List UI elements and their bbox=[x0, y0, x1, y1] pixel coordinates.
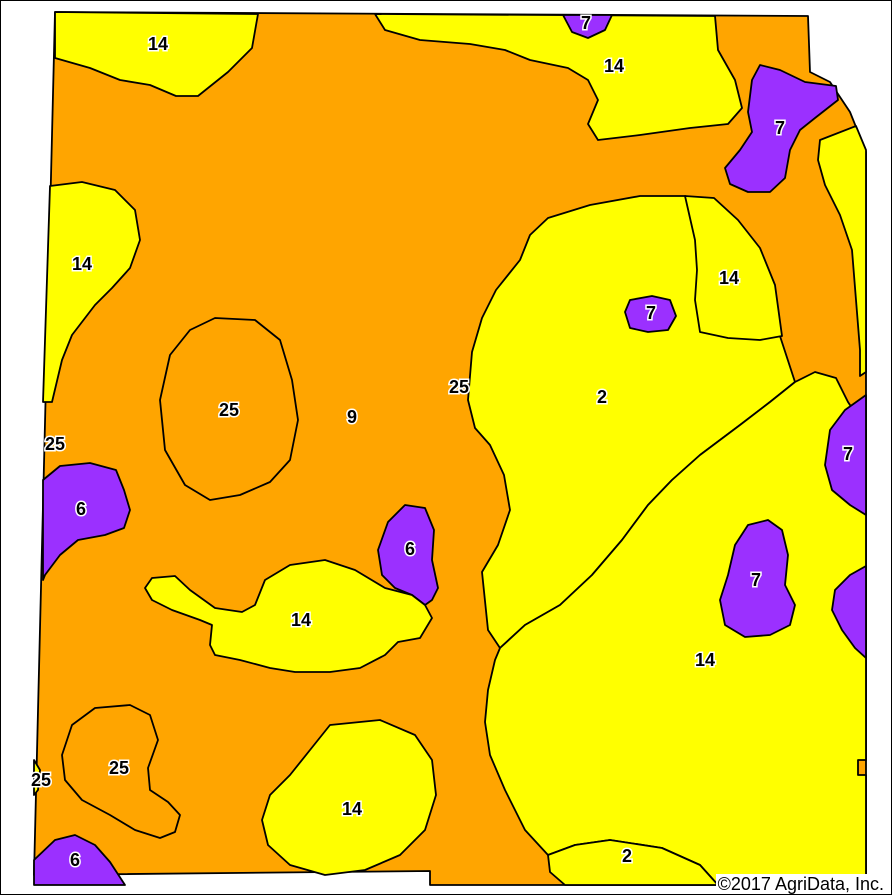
map-label-25-strip: 25 bbox=[449, 377, 469, 397]
soil-unit-14-top-right bbox=[374, 13, 743, 141]
soil-unit-7-right-edge bbox=[824, 394, 867, 516]
soil-unit-14-center-lower bbox=[144, 559, 433, 673]
soil-unit-7-upper-right bbox=[724, 64, 839, 193]
soil-unit-14-right-edge bbox=[817, 125, 867, 377]
soil-unit-7-lower-right bbox=[719, 519, 796, 638]
soil-unit-14-top-left bbox=[54, 11, 259, 97]
map-label-6-center: 6 bbox=[405, 539, 415, 559]
map-label-14-left: 14 bbox=[72, 254, 92, 274]
map-label-25-lower-left: 25 bbox=[109, 758, 129, 778]
map-label-9: 9 bbox=[347, 407, 357, 427]
map-label-7-upper-right: 7 bbox=[775, 118, 785, 138]
map-label-7-right-edge: 7 bbox=[843, 444, 853, 464]
map-label-14-center-lower: 14 bbox=[291, 610, 311, 630]
soil-unit-14-interior bbox=[684, 195, 783, 341]
soil-unit-2-bottom bbox=[547, 839, 719, 886]
map-label-14-top-left: 14 bbox=[148, 34, 168, 54]
soil-unit-edge-sliver bbox=[33, 759, 41, 796]
soil-unit-7-right-edge-lower bbox=[831, 565, 867, 659]
map-label-14-top-right: 14 bbox=[604, 56, 624, 76]
map-label-25-edge: 25 bbox=[31, 770, 51, 790]
soil-unit-14-bottom bbox=[261, 719, 437, 876]
map-label-14-interior: 14 bbox=[719, 268, 739, 288]
soil-unit-25-center bbox=[159, 317, 299, 501]
soil-unit-6-bottom-left bbox=[33, 834, 126, 886]
map-label-25-left: 25 bbox=[45, 434, 65, 454]
soil-unit-7-small bbox=[624, 295, 677, 333]
map-label-2: 2 bbox=[597, 387, 607, 407]
map-label-6-bottom-left: 6 bbox=[70, 850, 80, 870]
map-label-2-bottom: 2 bbox=[622, 846, 632, 866]
copyright-notice: ©2017 AgriData, Inc. bbox=[715, 874, 886, 894]
map-label-7-lower-right: 7 bbox=[751, 570, 761, 590]
map-label-6-left: 6 bbox=[76, 499, 86, 519]
map-label-7-top: 7 bbox=[581, 13, 591, 33]
soil-unit-25-lower-left bbox=[61, 704, 181, 839]
soil-unit-14-left bbox=[42, 181, 141, 403]
map-label-14-bottom: 14 bbox=[342, 799, 362, 819]
map-label-14-lower-right: 14 bbox=[695, 650, 715, 670]
map-label-7-small: 7 bbox=[646, 303, 656, 323]
soil-unit-6-left bbox=[42, 462, 131, 581]
map-label-25-center: 25 bbox=[219, 400, 239, 420]
soil-unit-7-top bbox=[562, 14, 613, 39]
